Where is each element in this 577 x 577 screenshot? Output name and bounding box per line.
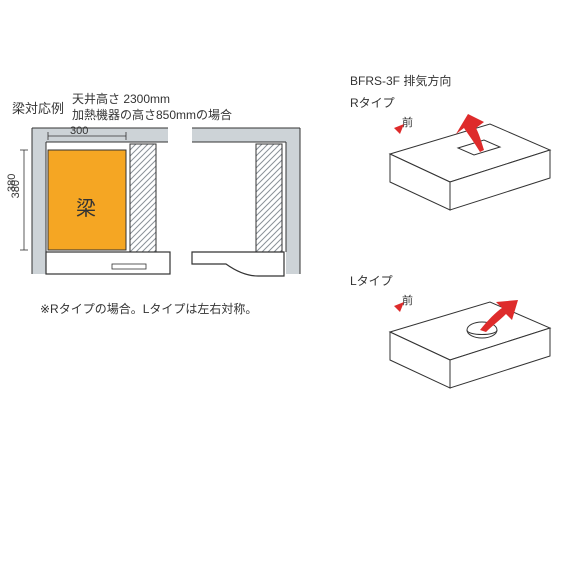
model-header: BFRS-3F 排気方向 [350,72,451,89]
r-iso-svg [350,108,560,268]
dim-width-label: 300 [70,125,88,137]
r-iso-diagram [350,108,560,268]
beam-label: 梁 [76,192,96,221]
heater-height-text: 加熱機器の高さ850mmの場合 [72,106,232,123]
front-marker-icon [394,302,404,312]
note-text: ※Rタイプの場合。Lタイプは左右対称。 [40,300,257,317]
section-label: 梁対応例 [12,98,64,117]
ceiling-height-text: 天井高さ 2300mm [72,90,170,107]
l-iso-svg [350,286,560,446]
dim-height-label-alt: 380 [6,174,18,192]
page-root: 梁対応例 天井高さ 2300mm 加熱機器の高さ850mmの場合 [0,0,577,577]
l-iso-diagram [350,286,560,446]
front-marker-icon [394,124,404,134]
